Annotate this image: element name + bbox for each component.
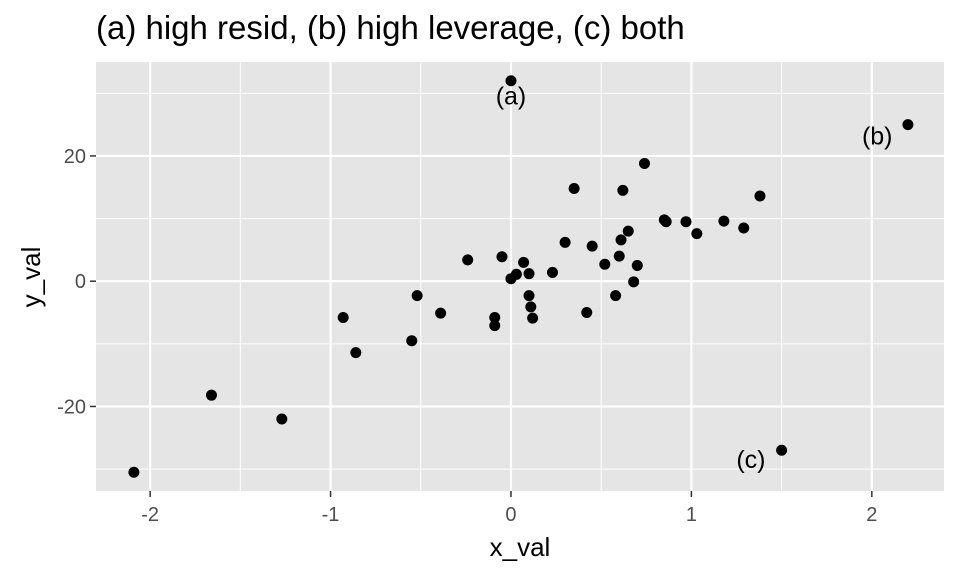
scatter-point bbox=[205, 389, 217, 401]
x-tick-label: -2 bbox=[141, 504, 159, 526]
scatter-point bbox=[435, 307, 447, 319]
scatter-point bbox=[559, 236, 571, 248]
scatter-point bbox=[660, 216, 672, 228]
scatter-point bbox=[754, 190, 766, 202]
scatter-point bbox=[462, 254, 474, 266]
y-axis-ticks: -20 0 20 bbox=[57, 146, 96, 418]
scatter-point bbox=[638, 157, 650, 169]
chart-title: (a) high resid, (b) high leverage, (c) b… bbox=[96, 9, 685, 46]
scatter-point bbox=[406, 335, 418, 347]
scatter-point bbox=[628, 276, 640, 288]
scatter-point bbox=[691, 228, 703, 240]
scatter-point bbox=[599, 258, 611, 270]
x-tick-label: 1 bbox=[686, 504, 697, 526]
scatter-point bbox=[505, 75, 517, 87]
scatter-point bbox=[718, 215, 730, 227]
scatter-point bbox=[350, 347, 362, 359]
scatter-point bbox=[631, 260, 643, 272]
scatter-point bbox=[586, 240, 598, 252]
scatter-point bbox=[776, 444, 788, 456]
scatter-point bbox=[518, 256, 530, 268]
scatter-point bbox=[738, 222, 750, 234]
scatter-point bbox=[523, 290, 535, 302]
scatter-point bbox=[523, 268, 535, 280]
scatter-point bbox=[617, 184, 629, 196]
scatter-point bbox=[527, 312, 539, 324]
point-annotation: (a) bbox=[496, 83, 527, 111]
x-axis-title: x_val bbox=[490, 532, 551, 562]
scatter-point bbox=[496, 251, 508, 263]
scatter-point bbox=[411, 290, 423, 302]
scatter-point bbox=[525, 301, 537, 313]
point-annotations: (a) (b) (c) bbox=[496, 83, 893, 474]
y-axis-title: y_val bbox=[16, 247, 46, 308]
x-axis-ticks: -2 -1 0 1 2 bbox=[141, 491, 877, 526]
y-tick-label: 0 bbox=[75, 271, 86, 293]
scatter-point bbox=[489, 320, 501, 332]
minor-gridlines bbox=[96, 62, 944, 491]
scatter-point bbox=[568, 183, 580, 195]
x-tick-label: 2 bbox=[866, 504, 877, 526]
point-annotation: (b) bbox=[862, 123, 893, 151]
scatter-point bbox=[581, 307, 593, 319]
point-annotation: (c) bbox=[736, 446, 765, 474]
scatter-point bbox=[680, 216, 692, 228]
x-tick-label: 0 bbox=[505, 504, 516, 526]
x-tick-label: -1 bbox=[322, 504, 340, 526]
scatter-point bbox=[128, 466, 140, 478]
scatter-point bbox=[546, 266, 558, 278]
y-tick-label: 20 bbox=[64, 146, 86, 168]
data-points bbox=[128, 75, 914, 478]
scatter-point bbox=[276, 413, 288, 425]
y-tick-label: -20 bbox=[57, 396, 86, 418]
scatter-point bbox=[610, 290, 622, 302]
scatter-point bbox=[510, 268, 522, 280]
scatter-point bbox=[615, 234, 627, 246]
scatter-point bbox=[622, 225, 634, 237]
scatter-point bbox=[613, 250, 625, 262]
scatter-point bbox=[902, 119, 914, 131]
scatter-point bbox=[489, 312, 501, 324]
scatter-point bbox=[337, 312, 349, 324]
